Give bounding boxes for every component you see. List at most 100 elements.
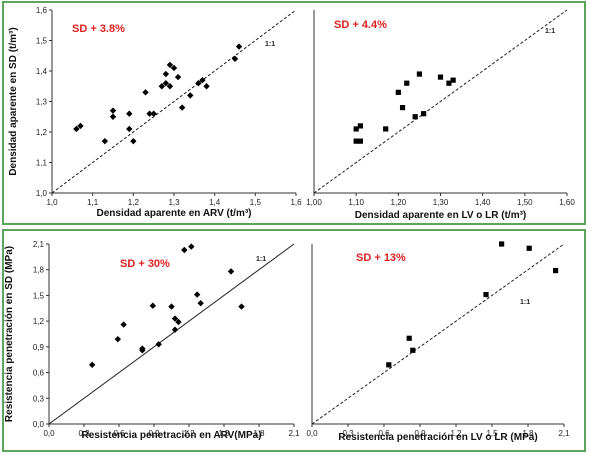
y-axis-label: Densidad aparente en SD (t/m³) xyxy=(8,27,19,175)
x-axis-label: Resistencia penetración en LV o LR (MPa) xyxy=(338,432,537,443)
x-tick-label: 1,8 xyxy=(253,429,265,438)
data-point xyxy=(174,73,182,81)
reference-line-1-1 xyxy=(311,243,565,425)
data-point xyxy=(114,335,122,343)
y-tick-label: 0,3 xyxy=(33,394,45,403)
data-point xyxy=(235,43,243,50)
sd-annotation: SD + 3.8% xyxy=(72,23,125,35)
data-point xyxy=(187,92,194,99)
sd-annotation: SD + 30% xyxy=(120,258,170,270)
data-point xyxy=(142,89,149,96)
y-tick-label: 1,6 xyxy=(36,6,48,15)
data-point xyxy=(109,107,117,114)
data-point xyxy=(162,70,170,78)
data-point xyxy=(437,74,444,80)
data-point xyxy=(77,122,84,130)
y-tick-label: 1,3 xyxy=(36,98,48,107)
data-point xyxy=(150,110,157,117)
data-point xyxy=(483,291,489,298)
reference-label: 1:1 xyxy=(265,41,275,48)
data-point xyxy=(553,267,559,274)
reference-label: 1:1 xyxy=(545,28,555,35)
data-point xyxy=(195,80,202,87)
data-point xyxy=(353,138,359,144)
reference-label: 1:1 xyxy=(520,299,530,306)
y-tick-label: 0,0 xyxy=(33,420,45,429)
y-tick-label: 1,2 xyxy=(36,128,48,137)
x-tick-label: 1,2 xyxy=(128,198,140,207)
x-tick-label: 1,60 xyxy=(559,198,575,207)
y-tick-label: 2,1 xyxy=(33,240,45,249)
x-tick-label: 1,5 xyxy=(218,429,230,438)
data-point xyxy=(166,83,174,90)
x-tick-label: 2,1 xyxy=(558,429,570,438)
chart-bottom-right: 0,0 0,3 0,6 0,9 1,2 1,5 1,8 2,1 SD + 13% 1:1 Resis… xyxy=(306,241,570,443)
x-tick-label: 1,6 xyxy=(290,198,302,207)
data-point xyxy=(231,55,239,62)
data-point xyxy=(410,347,416,353)
x-tick-label: 1,0 xyxy=(46,198,58,207)
data-point xyxy=(168,303,175,310)
data-point xyxy=(73,125,80,133)
data-point xyxy=(526,245,532,251)
data-point xyxy=(193,291,201,298)
y-tick-label: 1,5 xyxy=(33,291,45,300)
reference-label: 1:1 xyxy=(256,256,266,263)
data-point xyxy=(199,76,206,84)
x-tick-label: 0,6 xyxy=(113,429,125,438)
x-tick-label: 0,9 xyxy=(414,429,426,438)
sd-annotation: SD + 13% xyxy=(356,252,406,264)
data-point xyxy=(130,137,137,145)
data-point xyxy=(499,241,505,247)
x-tick-label: 1,4 xyxy=(209,198,221,207)
x-tick-label: 0,0 xyxy=(43,429,55,438)
data-point xyxy=(421,111,427,117)
reference-line-1-1 xyxy=(51,9,297,194)
data-point xyxy=(171,326,179,333)
data-point xyxy=(155,341,162,348)
chart-top-left: 1,0 1,1 1,2 1,3 1,4 1,5 1,6 1,0 1,1 1,2 1,3 1,4 1,5 1… xyxy=(8,6,302,219)
y-tick-label: 0,9 xyxy=(33,343,45,352)
y-tick-label: 1,5 xyxy=(36,37,48,46)
x-tick-label: 0,9 xyxy=(148,429,160,438)
data-point xyxy=(406,335,412,341)
data-point xyxy=(386,362,392,368)
x-tick-label: 1,30 xyxy=(433,198,449,207)
bottom-chart-group xyxy=(2,229,586,452)
data-point xyxy=(399,105,406,111)
data-point xyxy=(412,114,418,120)
data-point xyxy=(175,318,182,326)
data-point xyxy=(139,347,146,354)
data-point xyxy=(88,361,96,369)
y-axis-label: Resistencia penetración en SD (MPa) xyxy=(4,246,15,422)
data-point xyxy=(238,303,245,310)
data-point xyxy=(353,126,359,132)
data-point xyxy=(146,110,153,117)
x-tick-label: 1,1 xyxy=(87,198,99,207)
data-point xyxy=(181,246,188,254)
x-tick-label: 1,10 xyxy=(348,198,364,207)
reference-line-1-1 xyxy=(313,9,568,194)
sd-annotation: SD + 4.4% xyxy=(334,19,387,31)
y-tick-label: 1,2 xyxy=(33,317,45,326)
x-tick-label: 1,2 xyxy=(450,429,462,438)
x-tick-label: 0,6 xyxy=(378,429,390,438)
data-point xyxy=(357,138,363,144)
chart-bottom-left: 0,0 0,3 0,6 0,9 1,2 1,5 1,8 2,1 0,0 0,3 0,6 0,9 1,2 1… xyxy=(4,240,300,441)
top-chart-group xyxy=(2,1,586,225)
data-point xyxy=(188,243,195,250)
x-tick-label: 0,0 xyxy=(306,429,318,438)
x-tick-label: 1,50 xyxy=(517,198,533,207)
x-tick-label: 2,1 xyxy=(288,429,300,438)
data-point xyxy=(126,125,133,133)
x-tick-label: 1,40 xyxy=(475,198,491,207)
x-tick-label: 1,5 xyxy=(250,198,262,207)
x-tick-label: 1,2 xyxy=(183,429,195,438)
x-tick-label: 0,3 xyxy=(78,429,90,438)
data-point xyxy=(158,83,165,90)
data-point xyxy=(383,126,389,132)
data-point xyxy=(170,64,178,72)
x-tick-label: 1,8 xyxy=(522,429,534,438)
data-point xyxy=(197,299,204,307)
